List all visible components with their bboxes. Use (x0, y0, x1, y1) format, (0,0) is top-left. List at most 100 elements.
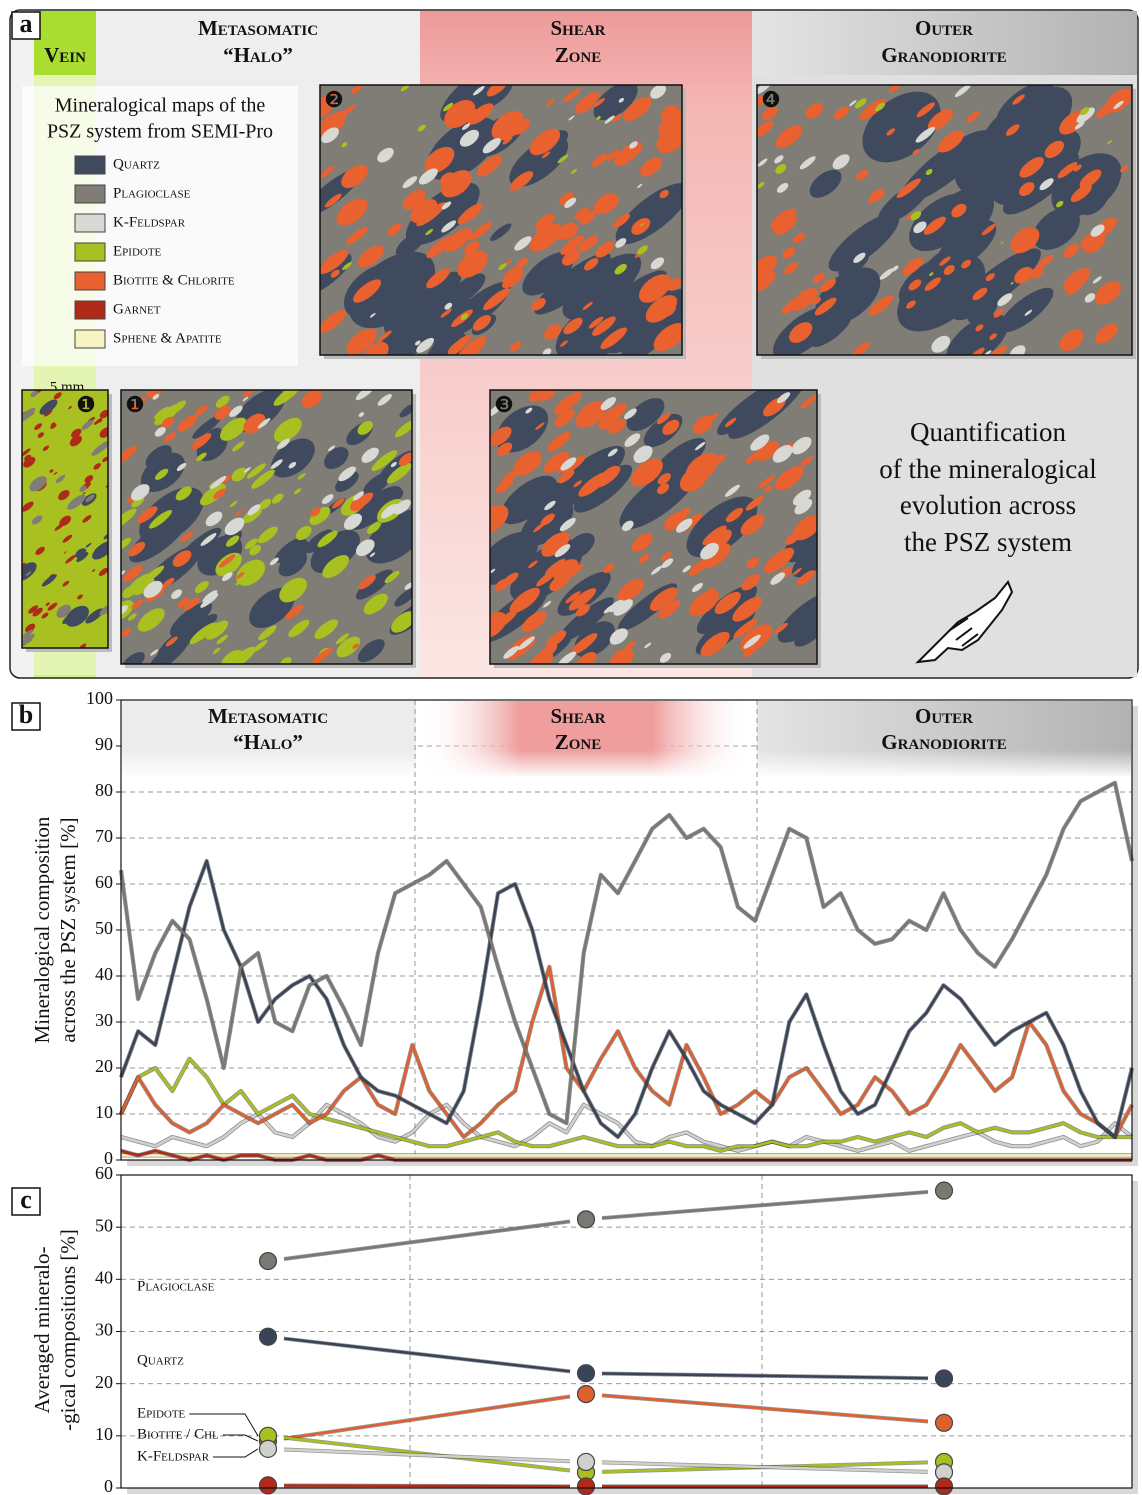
mineral-grain (630, 458, 663, 487)
series-line (120, 1103, 1133, 1153)
mineral-grain (781, 294, 806, 314)
mineral-grain (1094, 281, 1122, 305)
mineral-grain (777, 590, 817, 643)
caption: Quantification (910, 417, 1066, 447)
mineral-grain (146, 390, 164, 399)
mineral-grain (546, 630, 567, 648)
map-border (756, 84, 1133, 356)
panel-b: 0 10 20 30 40 50 60 70 80 90 100 Metasomatic“Halo” S… (11, 688, 1138, 1168)
mineral-grain (297, 473, 306, 480)
mineral-grain (618, 97, 624, 103)
mineral-grain (544, 558, 566, 576)
mineral-grain (775, 164, 787, 174)
mineral-grain (295, 525, 312, 541)
mineral-grain (54, 522, 66, 531)
mineral-grain (811, 313, 852, 347)
mineral-grain (192, 415, 222, 439)
mineral-grain (834, 106, 849, 120)
mineral-grain (179, 531, 194, 543)
mineral-grain (929, 272, 934, 277)
mineral-grain (651, 565, 662, 575)
mineral-grain (270, 459, 283, 470)
mineral-grain (1000, 241, 1004, 245)
mineral-grain (82, 515, 92, 523)
outer-header (752, 11, 1137, 75)
mineral-grain (417, 124, 426, 132)
mineral-grain (663, 511, 686, 531)
map-border (319, 84, 683, 356)
legend-bg (22, 86, 298, 366)
series-label: Epidote (137, 1405, 186, 1421)
legend-swatch (74, 155, 106, 175)
mineral-grain (764, 547, 795, 573)
data-point (258, 1476, 278, 1495)
mineral-grain (121, 446, 138, 464)
mineral-grain (915, 126, 936, 143)
mineral-grain (343, 513, 363, 530)
mineral-grain (565, 591, 581, 604)
mineral-grain (82, 491, 86, 495)
mineral-grain (609, 648, 634, 664)
legend-swatch (74, 329, 106, 349)
mineral-grain (509, 171, 534, 191)
mineral-grain (543, 390, 555, 401)
mineral-grain (740, 514, 765, 536)
mineral-grain (352, 491, 364, 501)
mineral-grain (608, 599, 624, 613)
data-point (934, 1181, 954, 1200)
mineral-grain (37, 432, 45, 438)
mineral-grain (637, 183, 643, 189)
mineral-grain (528, 560, 538, 569)
mineral-grain (653, 323, 682, 352)
mineral-grain (966, 110, 981, 123)
mineral-grain (1092, 276, 1102, 284)
mineral-grain (457, 203, 483, 225)
mineral-grain (961, 259, 972, 269)
mineral-grain (200, 593, 219, 608)
mineral-grain (441, 201, 452, 210)
mineral-grain (310, 529, 360, 574)
mineral-grain (558, 196, 569, 205)
y-tick-label: 30 (95, 1320, 113, 1340)
zone-header: Granodiorite (881, 730, 1007, 754)
mineral-grain (402, 189, 426, 210)
header-fade (122, 750, 1131, 778)
mineral-grain (490, 504, 509, 534)
mineral-grain (154, 468, 169, 480)
mineral-grain (377, 147, 394, 163)
mineral-grain (222, 572, 233, 582)
mineral-grain (792, 545, 817, 578)
mineral-grain (724, 484, 740, 497)
mineral-grain (742, 644, 759, 658)
mineral-grain (783, 262, 799, 275)
mineral-grain (490, 426, 512, 447)
mineral-grain (757, 269, 776, 292)
map-number: ❹ (761, 87, 781, 112)
leader-line (222, 1434, 259, 1442)
mineral-grain (528, 390, 551, 403)
mineral-grain (702, 525, 727, 546)
mineral-grain (985, 273, 995, 282)
mineral-grain (770, 572, 786, 585)
mineral-grain (572, 264, 599, 287)
mineral-grain (1010, 281, 1014, 285)
mineral-grain (658, 600, 681, 619)
panel-c: 0 10 20 30 40 50 60 Plagioclase Quartz Biotite / … (11, 1163, 1138, 1495)
mineral-grain (782, 247, 796, 259)
mineral-grain (650, 85, 666, 99)
mineral-grain (993, 308, 1004, 318)
mineral-grain (545, 445, 625, 511)
mineral-grain (637, 287, 682, 347)
mineral-grain (22, 633, 35, 648)
mineral-grain (692, 415, 714, 434)
mineral-grain (77, 594, 83, 600)
mineral-grain (543, 600, 552, 608)
mineral-grain (438, 155, 453, 169)
zone-header: “Halo” (223, 43, 293, 67)
mineral-grain (320, 310, 347, 334)
mineral-grain (584, 258, 599, 271)
mineral-grain (23, 456, 36, 468)
mineral-grain (357, 639, 385, 663)
mineral-grain (625, 640, 636, 650)
mineral-grain (496, 442, 513, 457)
